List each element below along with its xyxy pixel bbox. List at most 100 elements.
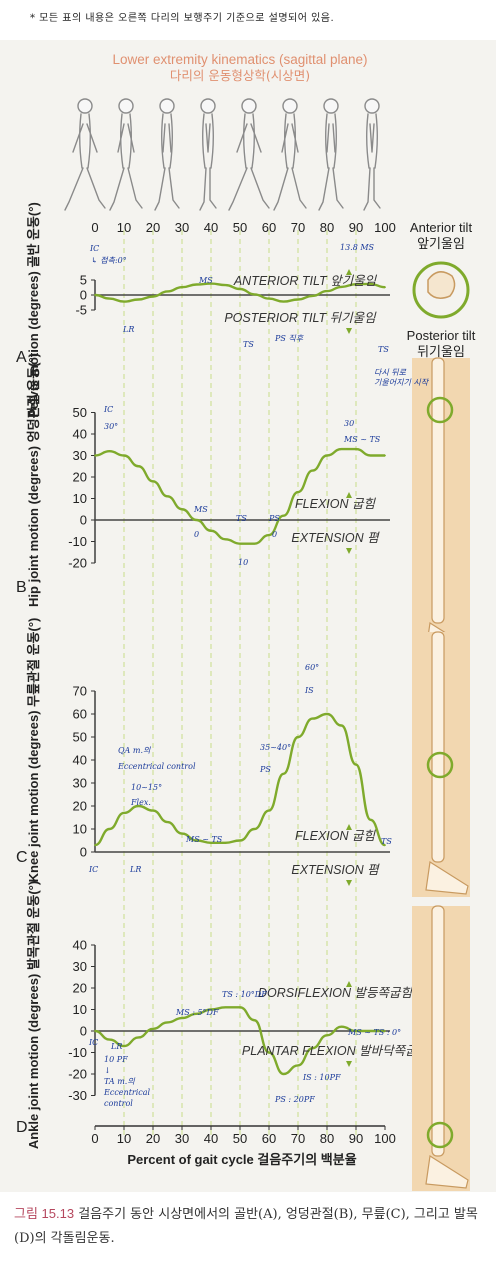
y-tick-label: 40 xyxy=(73,753,87,768)
walker-legs xyxy=(363,167,381,211)
annot-c: LR xyxy=(129,865,141,874)
panel-letter: B xyxy=(16,579,27,596)
curve-data-point xyxy=(123,300,125,303)
y-tick-label: 20 xyxy=(73,470,87,485)
leg-bone xyxy=(431,905,445,1157)
panel-letter: D xyxy=(16,1119,28,1136)
walker-torso xyxy=(243,113,255,169)
annot-d: IC xyxy=(88,1038,98,1047)
annot-d: IS : 10PF xyxy=(302,1073,341,1082)
chart-title-en: Lower extremity kinematics (sagittal pla… xyxy=(112,52,367,67)
walker-torso xyxy=(79,113,91,169)
curve-data-point xyxy=(297,1064,299,1067)
curve-data-point xyxy=(369,454,372,457)
curve-data-point xyxy=(108,1038,111,1041)
curve-data-point xyxy=(384,454,386,457)
curve-data-point xyxy=(181,508,183,511)
y-tick-label: -5 xyxy=(75,303,87,318)
y-tick-label: 60 xyxy=(73,707,87,722)
hip-leg-skeleton-icon xyxy=(412,357,470,658)
curve-data-point xyxy=(369,283,372,285)
curve-data-point xyxy=(340,448,343,450)
annot-a-multiline-line: 다시 뒤로 xyxy=(374,368,407,377)
annot-a: PS 직후 xyxy=(274,334,305,343)
annot-a: 13.8 MS xyxy=(340,243,375,252)
curve-data-point xyxy=(268,297,270,300)
curve-data-point xyxy=(311,295,314,297)
x-tick-label: 90 xyxy=(349,1131,363,1146)
curve-data-point xyxy=(282,514,285,517)
walker-figure-icon xyxy=(363,98,381,211)
curve-data-point xyxy=(369,818,372,821)
annot-b: TS xyxy=(236,514,247,523)
curve-data-point xyxy=(355,1030,357,1032)
walker-figure-icon xyxy=(228,98,270,211)
y-tick-label: -20 xyxy=(68,556,87,571)
top-x-tick-label: 40 xyxy=(204,220,218,235)
walker-head xyxy=(364,98,380,114)
annot-a-multiline-line: 기울어지기 시작 xyxy=(374,378,430,387)
pelvis-ring xyxy=(412,261,470,319)
handwritten-note: * 모든 표의 내용은 오른쪽 다리의 보행주기 기준으로 설명되어 있음. xyxy=(30,13,335,24)
annot-c: MS ~ TS xyxy=(185,835,223,844)
foot-bone xyxy=(425,860,469,895)
curve-data-point xyxy=(94,294,96,296)
annot-a: MS xyxy=(198,276,213,285)
annot-b: 30° xyxy=(104,422,118,431)
curve-data-point xyxy=(253,293,256,296)
curve-data-point xyxy=(166,290,169,293)
annot-d-multiline-line: control xyxy=(104,1099,133,1108)
annot-d-multiline-line: Eccentrical xyxy=(103,1088,151,1097)
annot-c-multiline-line: QA m.의 xyxy=(118,746,151,755)
y-tick-label: 70 xyxy=(73,684,87,699)
walker-torso xyxy=(325,113,337,169)
y-tick-label: -10 xyxy=(68,1045,87,1060)
curve-data-point xyxy=(181,286,183,289)
curve-data-point xyxy=(384,1030,386,1032)
curve-data-point xyxy=(123,454,125,457)
chart-title-ko: 다리의 운동형상학(시상면) xyxy=(170,68,310,83)
pelvis-icon xyxy=(412,261,470,319)
y-axis-label: Ankle joint motion (degrees) 발목관절 운동(°) xyxy=(26,881,41,1149)
curve-data-point xyxy=(210,282,212,285)
panel-letter: C xyxy=(16,849,28,866)
walker-torso xyxy=(366,113,378,169)
curve-data-point xyxy=(311,717,314,720)
annot-c-multiline: QA m.의 Eccentrical control xyxy=(117,746,196,771)
walker-arms xyxy=(72,123,98,153)
curve-data-point xyxy=(340,286,343,288)
walker-torso xyxy=(202,113,214,169)
walker-torso xyxy=(120,113,132,169)
top-x-tick-label: 0 xyxy=(91,220,98,235)
x-tick-label: 30 xyxy=(175,1131,189,1146)
y-tick-label: 0 xyxy=(80,513,87,528)
curve-data-point xyxy=(123,1045,125,1047)
region-label-down: PLANTAR FLEXION 발바닥쪽굽힘 xyxy=(242,1044,430,1058)
curve-data-point xyxy=(166,1021,169,1024)
walker-head xyxy=(200,98,216,114)
curve-data-point xyxy=(94,454,96,457)
y-axis-label: Hip joint motion (degrees) 엉덩관절 운동(°) xyxy=(26,353,41,607)
annot-d: MS ~ TS : 0° xyxy=(347,1028,401,1037)
annot-b: IC xyxy=(103,405,113,414)
walker-arms xyxy=(117,123,135,153)
walker-head xyxy=(159,98,175,114)
curve-data-point xyxy=(297,736,299,738)
curve-data-point xyxy=(166,495,169,498)
top-x-tick-label: 20 xyxy=(146,220,160,235)
curve-data-point xyxy=(253,1019,256,1022)
top-x-tick-label: 60 xyxy=(262,220,276,235)
x-axis-label: Percent of gait cycle 걸음주기의 백분율 xyxy=(127,1152,356,1167)
curve-data-point xyxy=(311,1047,314,1050)
curve-data-point xyxy=(239,839,241,842)
walker-torso xyxy=(161,113,173,169)
top-x-tick-label: 80 xyxy=(320,220,334,235)
joint-highlight xyxy=(426,396,454,424)
curve-data-point xyxy=(253,542,256,545)
x-tick-label: 70 xyxy=(291,1131,305,1146)
curve-data-point xyxy=(137,805,140,807)
top-x-tick-label: 90 xyxy=(349,220,363,235)
region-label-down: POSTERIOR TILT 뒤기울임 xyxy=(224,311,377,325)
walker-head xyxy=(241,98,257,114)
curve-data-point xyxy=(94,1030,96,1032)
